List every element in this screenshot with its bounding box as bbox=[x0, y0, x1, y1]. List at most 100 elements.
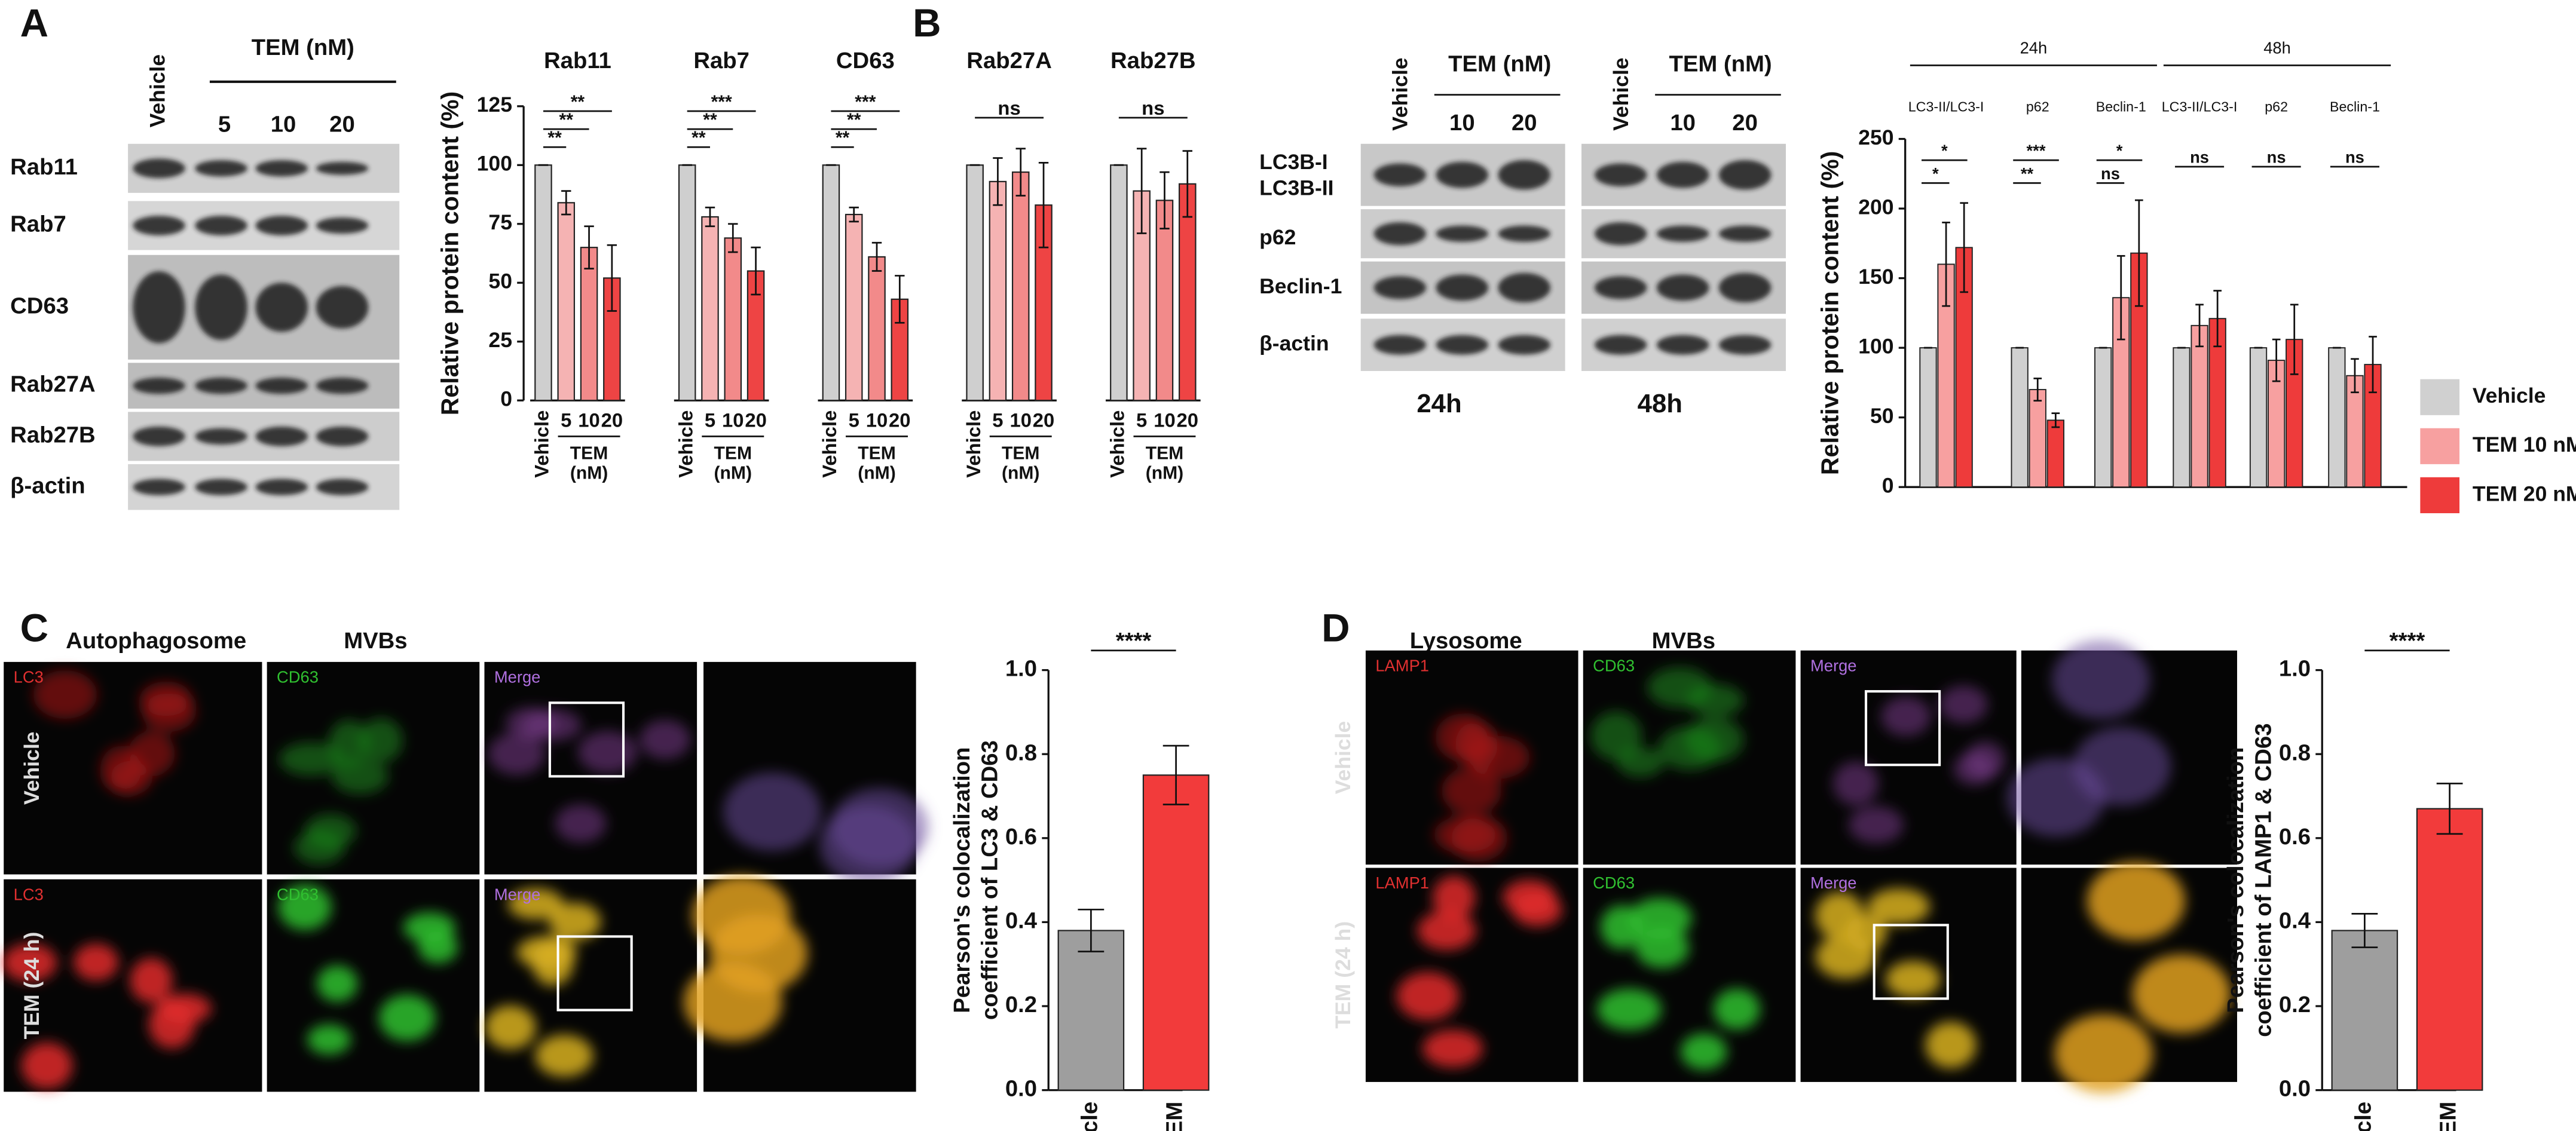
y-tick-label: 0.8 bbox=[2279, 740, 2311, 765]
group-sublabel: TEM bbox=[858, 443, 896, 463]
group-sublabel: TEM bbox=[714, 443, 752, 463]
group-label: p62 bbox=[2265, 99, 2288, 115]
x-tick-label: TEM bbox=[2436, 1102, 2461, 1131]
legend-swatch bbox=[2420, 379, 2460, 415]
y-tick-label: 0.0 bbox=[1005, 1076, 1037, 1102]
channel-label: Merge bbox=[494, 885, 541, 903]
blot-band bbox=[255, 377, 308, 394]
significance-label: ** bbox=[547, 128, 562, 148]
x-tick-label: Vehicle bbox=[1106, 410, 1128, 478]
cell bbox=[485, 1005, 536, 1050]
group-sublabel: TEM bbox=[1002, 443, 1040, 463]
channel-label: LC3 bbox=[14, 667, 44, 686]
cells bbox=[1597, 897, 1760, 1070]
significance-label: ** bbox=[836, 128, 850, 148]
blot-band bbox=[316, 217, 369, 234]
group-title: CD63 bbox=[836, 48, 895, 73]
blot-band bbox=[1656, 161, 1709, 188]
cell bbox=[1885, 961, 1941, 998]
blot-row-label: Rab11 bbox=[10, 154, 78, 180]
panel-label: C bbox=[20, 606, 48, 649]
cell bbox=[2052, 640, 2150, 719]
cells bbox=[2054, 862, 2231, 1093]
blot-band bbox=[195, 216, 247, 235]
y-tick-label: 250 bbox=[1858, 125, 1893, 149]
cell bbox=[1417, 911, 1476, 951]
cell bbox=[1659, 726, 1721, 770]
significance-label: ns bbox=[2345, 148, 2364, 167]
y-tick-label: 0.8 bbox=[1005, 740, 1037, 765]
bar bbox=[989, 180, 1007, 401]
panel-label: D bbox=[1321, 606, 1350, 649]
bar bbox=[2046, 419, 2064, 488]
cell bbox=[328, 719, 370, 768]
cell bbox=[1680, 1033, 1727, 1070]
cells bbox=[279, 718, 403, 865]
cell bbox=[304, 814, 357, 848]
significance-label: ns bbox=[1142, 97, 1164, 119]
cell bbox=[640, 720, 691, 759]
x-tick-label: 5 bbox=[561, 409, 571, 431]
group-title: Rab27B bbox=[1110, 48, 1196, 73]
significance-label: * bbox=[2116, 142, 2123, 160]
significance-label: **** bbox=[2390, 628, 2425, 654]
y-tick-label: 0.4 bbox=[2279, 908, 2311, 934]
cell bbox=[1628, 897, 1692, 940]
cell bbox=[359, 718, 403, 763]
zoom-box bbox=[1864, 690, 1941, 767]
x-tick-label: TEM bbox=[1162, 1102, 1188, 1131]
blot-band bbox=[1436, 335, 1489, 355]
cell bbox=[331, 759, 388, 794]
blot-band bbox=[255, 426, 308, 446]
x-tick-label: Vehicle bbox=[2350, 1102, 2376, 1131]
cells bbox=[2006, 640, 2171, 837]
blot-band bbox=[255, 160, 308, 177]
significance-label: ** bbox=[692, 128, 706, 148]
cell bbox=[549, 903, 601, 941]
blot-band bbox=[1436, 274, 1489, 301]
bar bbox=[2173, 347, 2190, 488]
cells bbox=[33, 670, 196, 795]
cells bbox=[1396, 875, 1562, 1068]
bar bbox=[845, 213, 863, 401]
cell bbox=[130, 958, 173, 1003]
y-tick-label: 100 bbox=[1858, 335, 1893, 358]
group-label: Beclin-1 bbox=[2096, 99, 2146, 115]
y-tick-label: 0 bbox=[1882, 474, 1894, 498]
group-label: LC3-II/LC3-I bbox=[1908, 99, 1984, 115]
blot-row-label: LC3B-II bbox=[1259, 176, 1333, 200]
time-label: 48h bbox=[1638, 389, 1682, 418]
cell bbox=[684, 963, 782, 1041]
group-sublabel: (nM) bbox=[570, 463, 608, 483]
y-tick-label: 0.6 bbox=[1005, 824, 1037, 850]
cell bbox=[378, 994, 436, 1041]
y-tick-label: 1.0 bbox=[1005, 656, 1037, 682]
time-label: 24h bbox=[1417, 389, 1461, 418]
blot-band bbox=[1718, 272, 1772, 303]
blot-band bbox=[1718, 225, 1772, 242]
channel-label: CD63 bbox=[1593, 873, 1635, 892]
cell bbox=[578, 731, 637, 774]
channel-label: CD63 bbox=[277, 885, 319, 903]
group-sublabel: (nM) bbox=[1002, 463, 1039, 483]
imaging-header: Autophagosome bbox=[66, 628, 246, 654]
cell bbox=[1925, 1022, 1977, 1068]
significance-label: *** bbox=[2027, 142, 2046, 160]
significance-label: ns bbox=[2267, 148, 2286, 167]
cell bbox=[279, 742, 344, 776]
panel-label: A bbox=[20, 1, 48, 45]
y-tick-label: 50 bbox=[488, 269, 512, 293]
dose-label: 20 bbox=[1732, 110, 1758, 136]
y-tick-label: 200 bbox=[1858, 195, 1893, 219]
cell bbox=[74, 943, 119, 981]
x-tick-label: Vehicle bbox=[1076, 1102, 1102, 1131]
channel-label: Merge bbox=[1810, 656, 1857, 675]
cell bbox=[278, 884, 332, 930]
x-tick-label: 10 bbox=[722, 409, 744, 431]
x-tick-label: 20 bbox=[1033, 409, 1055, 431]
y-tick-label: 150 bbox=[1858, 265, 1893, 289]
blot-band bbox=[255, 216, 308, 235]
lane-label: Vehicle bbox=[1388, 57, 1412, 131]
cell bbox=[2073, 727, 2171, 806]
group-title: Rab11 bbox=[544, 48, 611, 73]
